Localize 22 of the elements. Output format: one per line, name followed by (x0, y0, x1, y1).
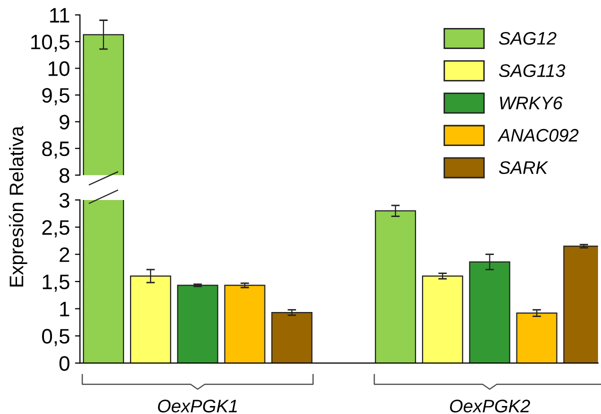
y-tick-label: 9,5 (42, 88, 70, 106)
x-tick-label: OexPGK2 (450, 400, 530, 412)
y-tick-label: 10,5 (31, 34, 70, 52)
y-tick-label: 3 (59, 192, 70, 208)
legend-label: ANAC092 (498, 128, 578, 142)
y-tick-label: 2,5 (42, 220, 70, 238)
y-tick-label: 11 (50, 8, 70, 22)
legend-label: WRKY6 (500, 96, 563, 110)
legend-label: SAG12 (498, 32, 556, 45)
y-tick-label: 10 (48, 61, 70, 76)
legend-label: SARK (498, 161, 548, 174)
legend-label: SAG113 (498, 64, 566, 78)
x-tick-label: OexPGK1 (158, 400, 237, 412)
y-tick-label: 0 (59, 356, 70, 371)
y-tick-label: 8 (60, 168, 70, 183)
y-tick-label: 9 (60, 114, 70, 130)
y-tick-label: 0,5 (42, 328, 70, 346)
y-tick-label: 1,5 (42, 274, 70, 292)
y-tick-label: 8,5 (42, 141, 70, 159)
y-tick-label: 1 (60, 302, 70, 316)
y-axis-title: Expresión Relativa (8, 126, 28, 286)
y-tick-label: 2 (60, 247, 70, 262)
